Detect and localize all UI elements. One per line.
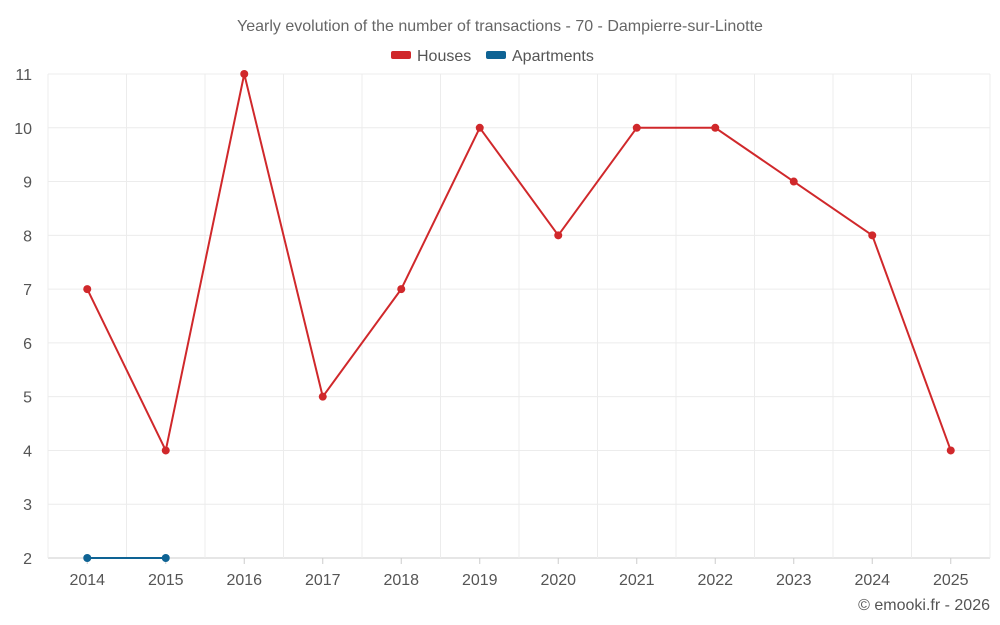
y-axis: 2 3 4 5 6 7 8 9 10 11 <box>14 67 32 568</box>
x-tick-label: 2015 <box>148 572 184 589</box>
data-point-houses[interactable] <box>161 446 170 455</box>
x-tick-label: 2024 <box>854 572 890 589</box>
legend-label-apartments[interactable]: Apartments <box>512 48 594 65</box>
data-point-houses[interactable] <box>475 123 484 132</box>
grid <box>47 73 991 559</box>
x-tick-label: 2019 <box>462 572 498 589</box>
data-point-houses[interactable] <box>789 177 798 186</box>
y-tick-label: 11 <box>15 67 32 84</box>
x-tick-label: 2021 <box>619 572 655 589</box>
y-tick-label: 4 <box>23 443 32 460</box>
x-tick-label: 2016 <box>226 572 262 589</box>
legend-swatch-apartments <box>486 51 506 59</box>
x-tick-label: 2017 <box>305 572 341 589</box>
y-tick-label: 5 <box>23 390 32 407</box>
x-tick-label: 2022 <box>697 572 733 589</box>
y-tick-label: 8 <box>23 228 32 245</box>
legend: Houses Apartments <box>391 48 594 65</box>
legend-label-houses[interactable]: Houses <box>417 48 471 65</box>
y-tick-label: 9 <box>23 175 32 192</box>
data-point-houses[interactable] <box>83 285 92 294</box>
series-line-houses <box>86 73 952 452</box>
credit-text: © emooki.fr - 2026 <box>858 597 990 614</box>
y-tick-label: 6 <box>23 336 32 353</box>
data-point-apartments[interactable] <box>83 554 92 562</box>
series <box>83 70 955 562</box>
data-point-houses[interactable] <box>240 70 249 78</box>
y-tick-label: 10 <box>14 121 32 138</box>
data-point-houses[interactable] <box>946 446 955 455</box>
y-tick-label: 2 <box>23 551 32 568</box>
data-point-houses[interactable] <box>397 285 406 294</box>
chart-title: Yearly evolution of the number of transa… <box>237 18 763 35</box>
y-tick-label: 3 <box>23 497 32 514</box>
data-point-houses[interactable] <box>632 123 641 132</box>
x-tick-label: 2023 <box>776 572 812 589</box>
data-point-houses[interactable] <box>868 231 877 240</box>
x-tick-label: 2020 <box>540 572 576 589</box>
x-tick-label: 2014 <box>69 572 105 589</box>
x-axis: 2014 2015 2016 2017 2018 2019 2020 2021 2022 2023… <box>69 558 969 589</box>
data-point-houses[interactable] <box>711 123 720 132</box>
x-tick-label: 2018 <box>383 572 419 589</box>
x-tick-label: 2025 <box>933 572 969 589</box>
data-point-houses[interactable] <box>318 392 327 401</box>
legend-swatch-houses <box>391 51 411 59</box>
data-point-apartments[interactable] <box>161 554 170 562</box>
y-tick-label: 7 <box>23 282 32 299</box>
data-point-houses[interactable] <box>554 231 563 240</box>
